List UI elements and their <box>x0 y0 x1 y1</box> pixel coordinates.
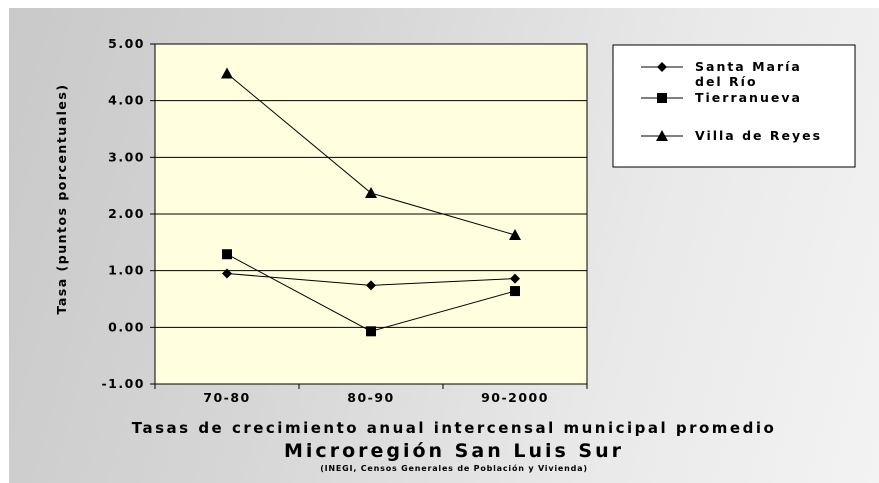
x-tick-label: 90-2000 <box>481 390 549 405</box>
chart-title: Microregión San Luis Sur <box>284 440 624 462</box>
diamond-marker <box>366 280 376 291</box>
series-triangle <box>221 67 521 240</box>
y-tick-label: 2.00 <box>108 206 145 221</box>
y-tick-label: 1.00 <box>108 263 145 278</box>
square-marker <box>222 249 232 260</box>
x-axis-label: Tasas de crecimiento anual intercensal m… <box>132 419 777 437</box>
legend-label: Villa de Reyes <box>695 128 822 143</box>
square-marker <box>510 286 520 297</box>
legend-label: Santa María <box>695 59 802 74</box>
square-marker <box>657 93 667 103</box>
square-marker <box>366 326 376 337</box>
triangle-marker <box>365 187 377 199</box>
series-layer <box>221 67 521 337</box>
y-axis-ticks: -1.00 0.00 1.00 2.00 3.00 4.00 5.00 <box>101 36 155 391</box>
x-axis-ticks: 70-80 80-90 90-2000 <box>154 384 588 405</box>
legend-label: del Río <box>695 74 758 89</box>
y-tick-label: 0.00 <box>108 319 145 334</box>
chart-frame: -1.00 0.00 1.00 2.00 3.00 4.00 5.00 70-80 80-90… <box>9 8 879 483</box>
diamond-marker <box>657 62 667 72</box>
y-tick-label: 3.00 <box>108 149 145 164</box>
y-tick-label: -1.00 <box>101 376 145 391</box>
diamond-marker <box>510 273 520 284</box>
legend-item: Tierranueva <box>641 90 802 105</box>
legend-box <box>612 44 856 168</box>
y-axis-label: Tasa (puntos porcentuales) <box>54 83 69 314</box>
triangle-marker <box>656 130 668 141</box>
x-tick-label: 80-90 <box>347 390 394 405</box>
chart: -1.00 0.00 1.00 2.00 3.00 4.00 5.00 70-80 80-90… <box>54 36 856 473</box>
chart-subtitle: (INEGI, Censos Generales de Población y … <box>320 463 588 473</box>
y-tick-label: 4.00 <box>108 93 145 108</box>
diamond-marker <box>222 268 232 279</box>
triangle-marker <box>221 67 233 79</box>
legend-label: Tierranueva <box>695 90 802 105</box>
y-tick-label: 5.00 <box>108 36 145 51</box>
series-square <box>222 249 520 337</box>
triangle-marker <box>509 228 521 240</box>
series-diamond <box>222 268 520 291</box>
x-tick-label: 70-80 <box>203 390 250 405</box>
legend-item: Villa de Reyes <box>641 128 822 143</box>
